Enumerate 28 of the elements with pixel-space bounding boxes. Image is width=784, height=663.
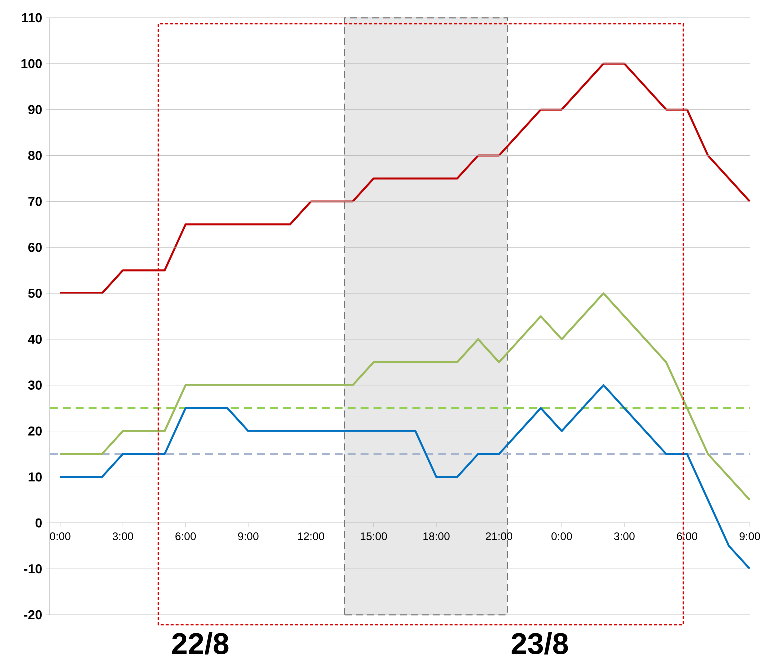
y-tick-label: 40: [28, 334, 42, 344]
y-tick-label: 30: [28, 380, 42, 390]
y-tick-label: 110: [22, 13, 42, 23]
x-tick-label: 0:00: [552, 532, 572, 540]
y-tick-label: 100: [22, 59, 42, 68]
y-tick-label: -10: [24, 564, 42, 574]
text: 22/8: [172, 632, 229, 655]
x-tick-label: 3:00: [112, 532, 134, 540]
x-tick-label: 6:00: [176, 532, 196, 540]
y-tick-label: 0: [36, 518, 42, 528]
x-tick-label: 9:00: [740, 532, 760, 540]
x-tick-label: 21:00: [486, 532, 513, 540]
y-tick-label: 90: [28, 105, 42, 114]
y-tick-label: 20: [28, 426, 42, 436]
x-tick-label: 9:00: [238, 532, 259, 540]
x-tick-label: 12:00: [298, 532, 324, 540]
y-tick-label: 10: [28, 472, 42, 482]
x-tick-label: 15:00: [361, 532, 388, 540]
y-tick-label: 50: [28, 288, 42, 298]
x-tick-label: 3:00: [614, 532, 635, 540]
y-tick-label: 80: [28, 151, 42, 160]
x-tick-label: 0:00: [50, 532, 71, 540]
y-tick-label: -20: [24, 610, 42, 620]
y-tick-label: 60: [28, 243, 42, 252]
text: 23/8: [512, 632, 568, 655]
x-tick-label: 6:00: [677, 532, 698, 540]
y-tick-label: 70: [28, 197, 42, 206]
x-tick-label: 18:00: [424, 532, 450, 540]
